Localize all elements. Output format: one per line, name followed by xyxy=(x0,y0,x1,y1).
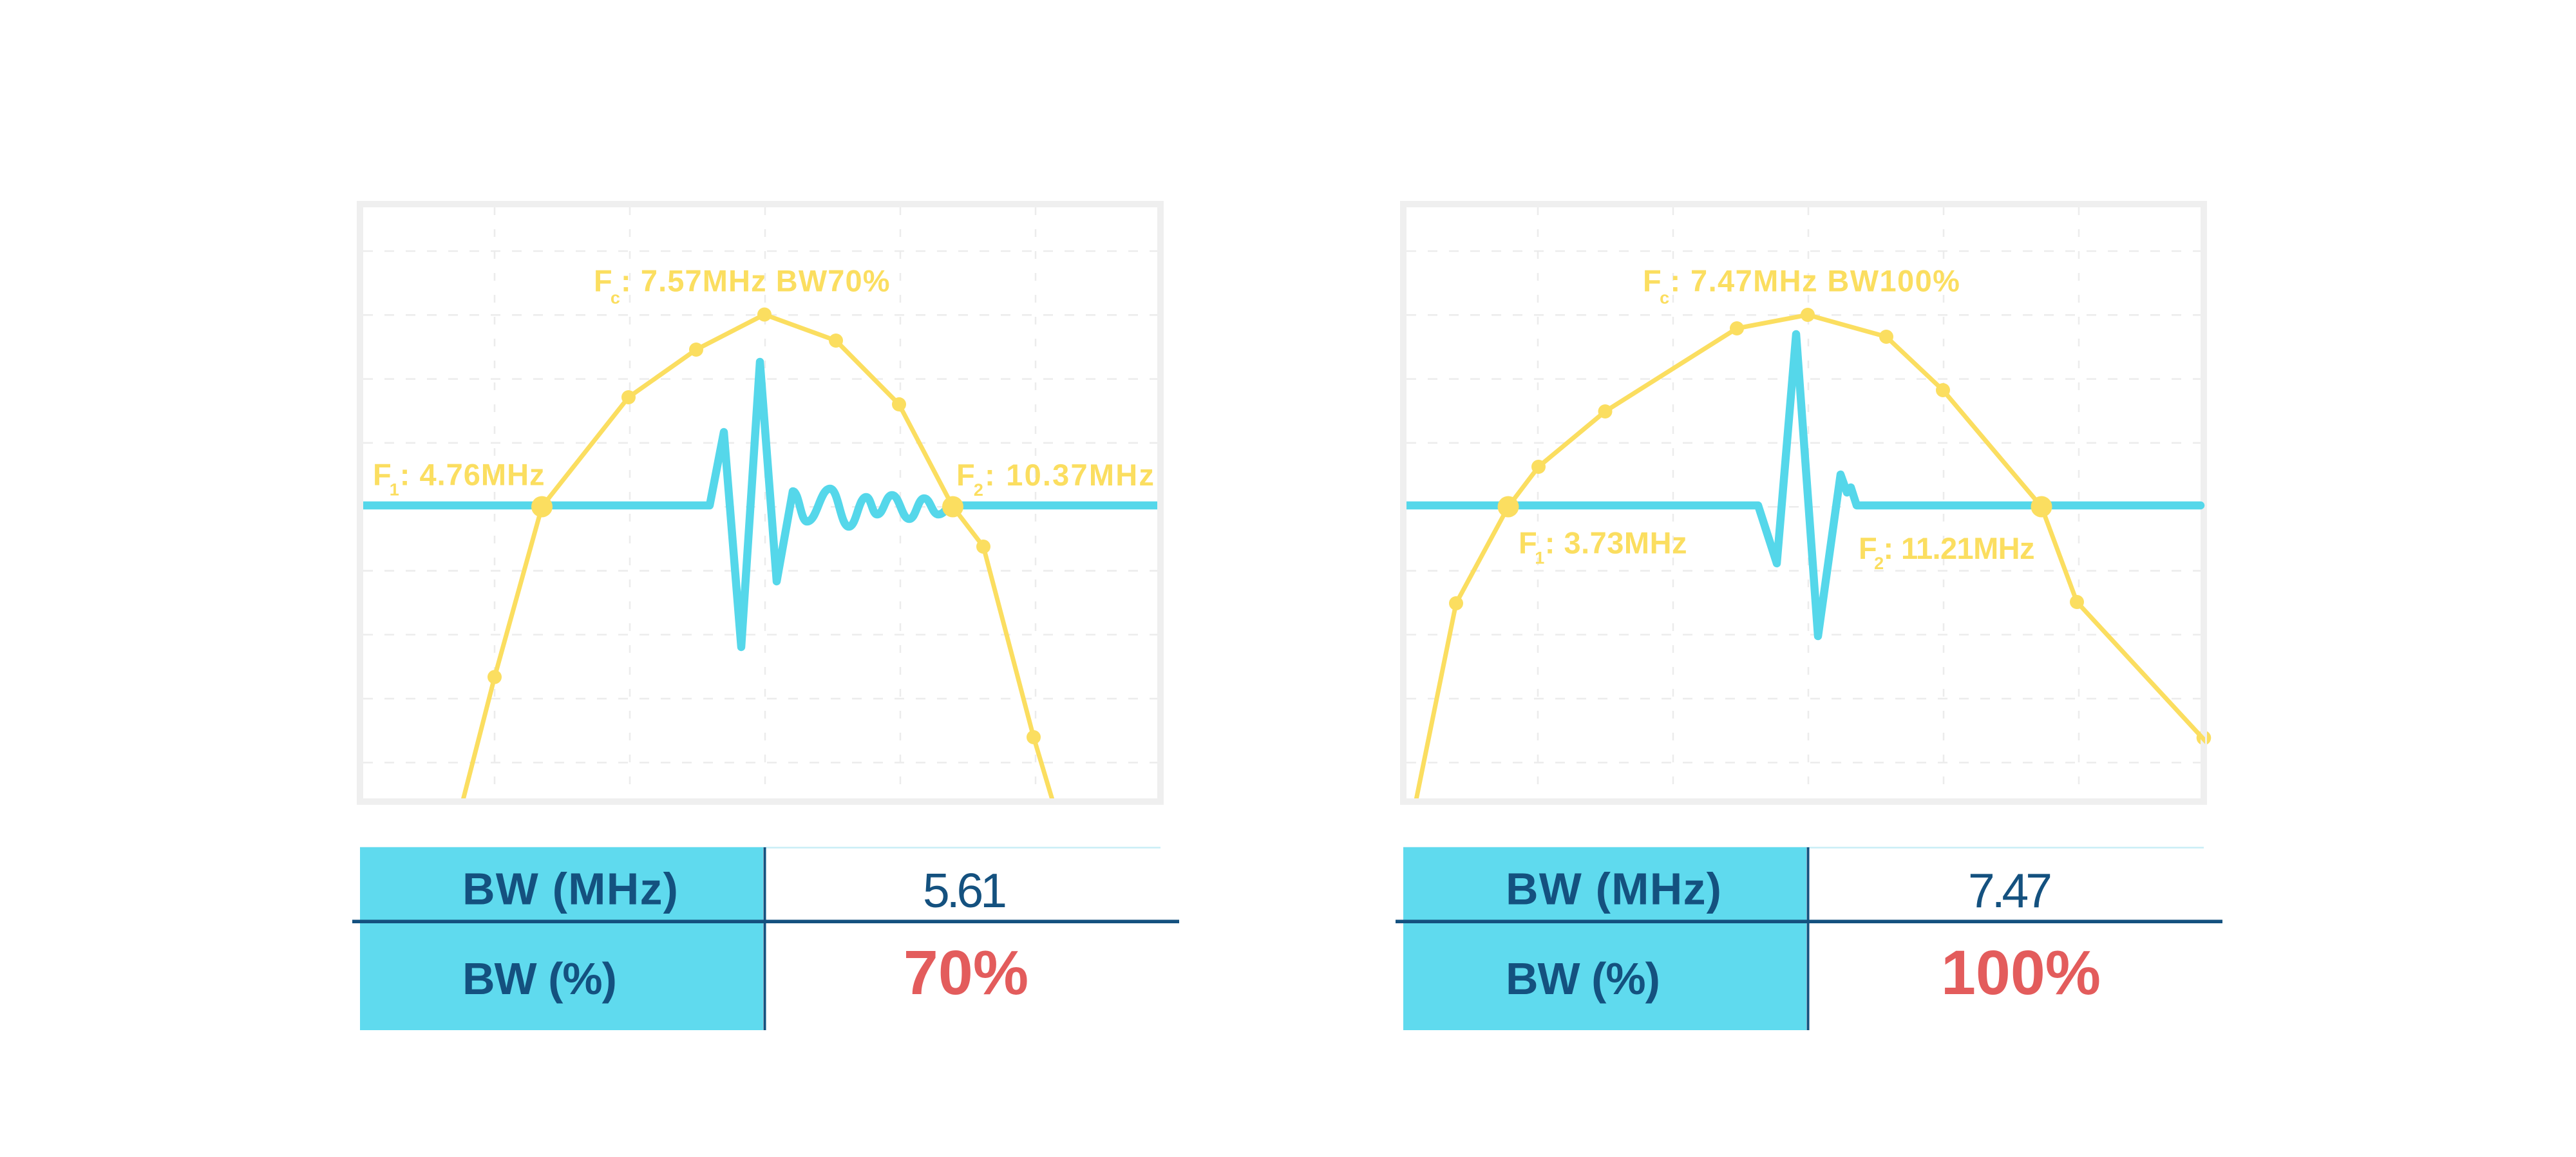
svg-text:BW (%): BW (%) xyxy=(462,954,616,1004)
svg-text:100%: 100% xyxy=(1941,937,2101,1008)
svg-text:BW (MHz): BW (MHz) xyxy=(1506,864,1722,914)
svg-text:70%: 70% xyxy=(904,937,1028,1008)
svg-text:5.61: 5.61 xyxy=(923,863,1005,917)
svg-text:7.47: 7.47 xyxy=(1968,863,2050,917)
svg-text:BW (MHz): BW (MHz) xyxy=(462,864,679,914)
svg-text:BW (%): BW (%) xyxy=(1506,954,1660,1004)
